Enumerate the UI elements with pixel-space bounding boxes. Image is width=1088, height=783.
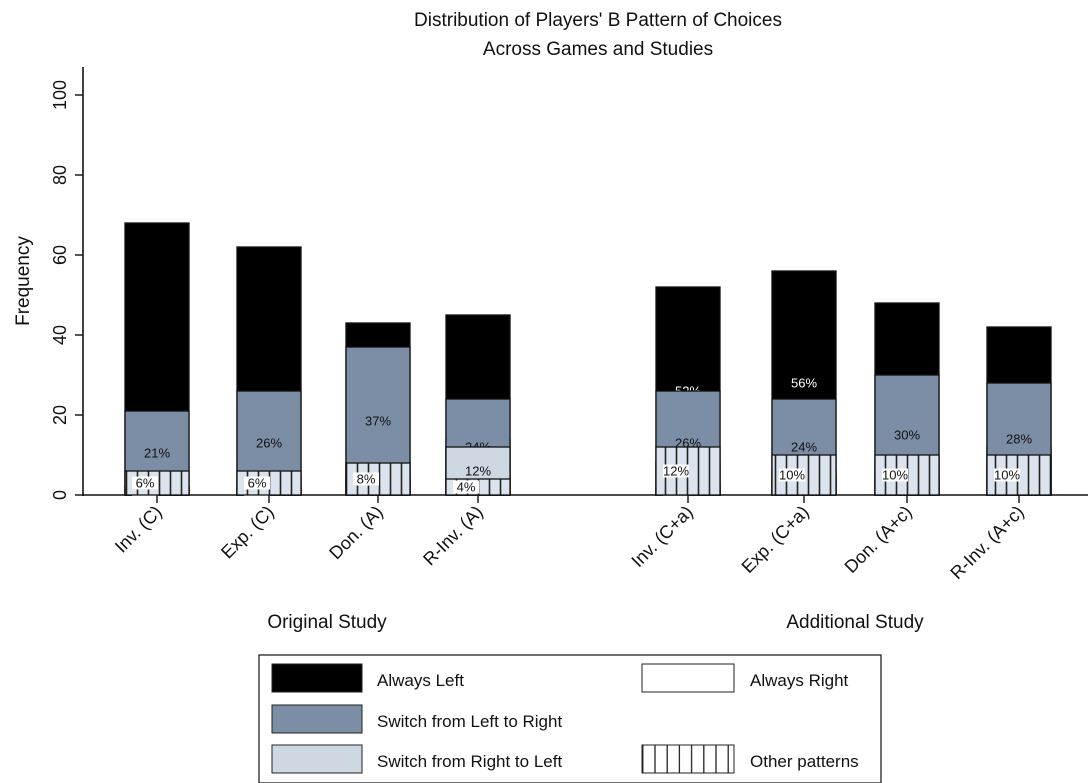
x-tick-label-r-inv-a-c: R-Inv. (A+c)	[946, 502, 1027, 583]
legend-label-other-patterns: Other patterns	[750, 752, 859, 771]
legend-swatch-always-left	[271, 663, 363, 693]
y-tick-label-60: 60	[50, 245, 70, 265]
x-tick-label-don-a-c: Don. (A+c)	[840, 502, 915, 577]
bar-label-bg-inv-c-a-other-patterns	[663, 464, 689, 478]
bars: 2%21%2%6%4%26%2%6%8%37%4%8%14%24%12%4%52…	[124, 222, 1052, 499]
bar-label-r-inv-a-switch-from-right-to-left: 12%	[465, 464, 491, 479]
legend-swatch-always-right	[641, 663, 735, 693]
bar-exp-c-a: 56%4%24%6%10%	[771, 270, 837, 496]
bar-label-bg-don-a-c-other-patterns	[882, 468, 908, 482]
bar-label-r-inv-a-other-patterns: 4%	[457, 480, 476, 495]
x-tick-label-don-a: Don. (A)	[325, 502, 387, 564]
y-tick-label-40: 40	[50, 325, 70, 345]
y-tick-label-20: 20	[50, 405, 70, 425]
x-tick-label-exp-c-a: Exp. (C+a)	[737, 502, 812, 577]
y-tick-label-100: 100	[50, 80, 70, 110]
bar-label-r-inv-a-c-switch-from-left-to-right: 28%	[1006, 432, 1032, 447]
bar-label-exp-c-a-always-left: 56%	[791, 376, 817, 391]
bar-r-inv-a-c: 42%12%28%8%10%	[986, 326, 1052, 496]
y-axis-label: Frequency	[13, 236, 34, 326]
bar-label-bg-don-a-other-patterns	[353, 472, 379, 486]
group-label-additional-study: Additional Study	[786, 612, 924, 633]
bar-label-bg-inv-c-other-patterns	[132, 476, 158, 490]
chart-title-line-1: Distribution of Players' B Pattern of Ch…	[414, 10, 782, 31]
bar-inv-c: 2%21%2%6%	[124, 222, 190, 499]
y-ticks: 0 20 40 60 80 100	[50, 80, 83, 500]
bar-don-a: 8%37%4%8%	[345, 322, 411, 496]
bar-label-exp-c-other-patterns: 6%	[248, 476, 267, 491]
bar-inv-c-a: 52%2%26%8%12%	[655, 286, 721, 499]
legend-label-always-right: Always Right	[750, 671, 849, 690]
bar-label-bg-r-inv-a-c-other-patterns	[994, 468, 1020, 482]
bar-r-inv-a: 14%24%12%4%	[445, 314, 511, 496]
bar-label-inv-c-other-patterns: 6%	[136, 476, 155, 491]
legend-swatch-switch-left-to-right	[271, 704, 363, 734]
legend-swatch-switch-right-to-left	[271, 744, 363, 774]
group-label-original-study: Original Study	[267, 612, 387, 633]
x-tick-label-r-inv-a: R-Inv. (A)	[419, 502, 487, 570]
bar-label-exp-c-a-switch-from-left-to-right: 24%	[791, 440, 817, 455]
legend-label-always-left: Always Left	[377, 671, 464, 690]
y-tick-label-80: 80	[50, 165, 70, 185]
category-labels: Inv. (C) Exp. (C) Don. (A) R-Inv. (A) Inv. (…	[111, 495, 1028, 583]
bar-label-don-a-c-switch-from-left-to-right: 30%	[894, 428, 920, 443]
bar-label-inv-c-a-other-patterns: 12%	[663, 464, 689, 479]
bar-label-r-inv-a-c-other-patterns: 10%	[994, 468, 1020, 483]
y-tick-label-0: 0	[50, 490, 70, 500]
bar-exp-c: 4%26%2%6%	[236, 246, 302, 499]
legend: Always Left Always Right Switch from Lef…	[258, 654, 882, 783]
bar-label-inv-c-switch-from-left-to-right: 21%	[144, 446, 170, 461]
chart-title-line-2: Across Games and Studies	[483, 39, 713, 60]
x-tick-label-inv-c-a: Inv. (C+a)	[627, 502, 696, 571]
legend-label-switch-left-to-right: Switch from Left to Right	[377, 712, 562, 731]
bar-label-bg-r-inv-a-other-patterns	[453, 480, 479, 494]
x-tick-label-inv-c: Inv. (C)	[111, 502, 166, 557]
bar-label-exp-c-switch-from-left-to-right: 26%	[256, 436, 282, 451]
bar-label-bg-exp-c-a-other-patterns	[779, 468, 805, 482]
bar-don-a-c: 48%4%30%8%10%	[874, 302, 940, 496]
x-tick-label-exp-c: Exp. (C)	[217, 502, 278, 563]
legend-label-switch-right-to-left: Switch from Right to Left	[377, 752, 562, 771]
bar-label-don-a-c-other-patterns: 10%	[882, 468, 908, 483]
legend-swatch-other-patterns	[641, 744, 735, 774]
bar-label-bg-exp-c-other-patterns	[244, 476, 270, 490]
bar-label-don-a-other-patterns: 8%	[357, 472, 376, 487]
bar-label-exp-c-a-other-patterns: 10%	[779, 468, 805, 483]
legend-box	[258, 654, 882, 783]
bar-label-don-a-switch-from-left-to-right: 37%	[365, 414, 391, 429]
